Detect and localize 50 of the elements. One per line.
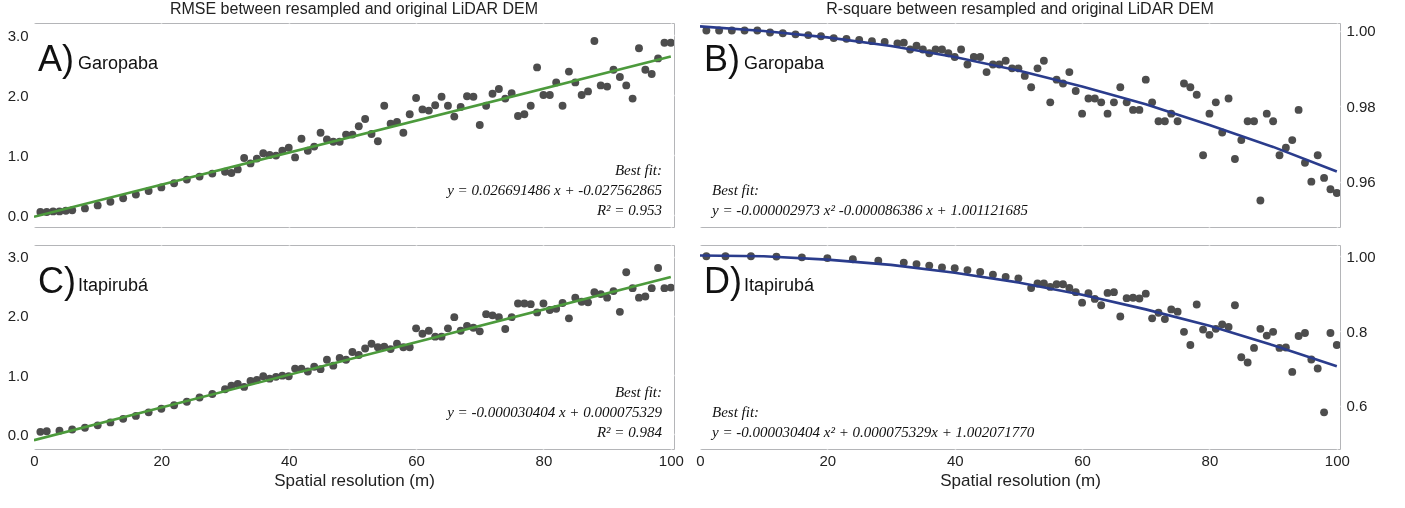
annotation: Best fit:	[614, 162, 662, 178]
x-tick-label: 100	[658, 451, 684, 469]
x-tick-label: 80	[1201, 451, 1219, 469]
y-tick-label: 1.00	[1346, 247, 1376, 265]
annotation: y = 0.026691486 x + -0.027562865	[445, 182, 663, 198]
annotation: R² = 0.953	[595, 202, 662, 218]
chart-title: RMSE between resampled and original LiDAR DEM	[169, 0, 539, 17]
line-series	[700, 254, 1339, 368]
y-tick-label: 1.00	[1346, 22, 1376, 40]
annotation: y = -0.000030404 x² + 0.000075329x + 1.002071770	[710, 424, 1035, 440]
y-tick-label: 0.96	[1346, 173, 1376, 191]
y-tick-label: 0.6	[1346, 397, 1368, 415]
annotation: Itapirubá	[744, 275, 816, 295]
chart-title: R-square between resampled and original LiDAR DEM	[826, 0, 1214, 17]
y-tick-label: 2.0	[7, 86, 29, 104]
x-tick-label: 0	[30, 451, 39, 469]
x-tick-label: 20	[153, 451, 171, 469]
x-tick-label: 40	[946, 451, 964, 469]
y-tick-label: 3.0	[7, 26, 29, 44]
y-tick-label: 3.0	[7, 248, 29, 266]
line-series	[700, 25, 1339, 173]
annotation: Garopaba	[78, 53, 160, 73]
y-tick-label: 1.0	[7, 366, 29, 384]
y-tick-label: 0.8	[1346, 322, 1368, 340]
x-tick-label: 80	[535, 451, 553, 469]
x-tick-label: 60	[408, 451, 425, 469]
annotation: Best fit:	[712, 182, 760, 198]
x-axis-title: Spatial resolution (m)	[274, 470, 435, 490]
annotation: C)	[38, 260, 76, 301]
annotation: Itapirubá	[78, 275, 150, 295]
y-tick-label: 0.0	[7, 206, 29, 224]
annotation: R² = 0.984	[595, 424, 663, 440]
y-tick-label: 2.0	[7, 307, 29, 325]
annotation: Best fit:	[712, 404, 760, 420]
annotation: D)	[704, 260, 742, 301]
y-tick-label: 0.0	[7, 425, 29, 443]
y-tick-label: 0.98	[1346, 97, 1376, 115]
x-tick-label: 20	[819, 451, 837, 469]
annotation: y = -0.000002973 x² -0.000086386 x + 1.001121685	[710, 202, 1029, 218]
x-tick-label: 60	[1074, 451, 1091, 469]
y-tick-label: 1.0	[7, 146, 29, 164]
x-axis-title: Spatial resolution (m)	[940, 470, 1101, 490]
x-tick-label: 40	[280, 451, 298, 469]
x-tick-label: 100	[1324, 451, 1350, 469]
annotation: Garopaba	[744, 53, 826, 73]
x-tick-label: 0	[696, 451, 705, 469]
annotation: Best fit:	[614, 384, 662, 400]
annotation: y = -0.000030404 x + 0.000075329	[445, 404, 663, 420]
annotation: A)	[38, 38, 74, 79]
annotation: B)	[704, 38, 740, 79]
